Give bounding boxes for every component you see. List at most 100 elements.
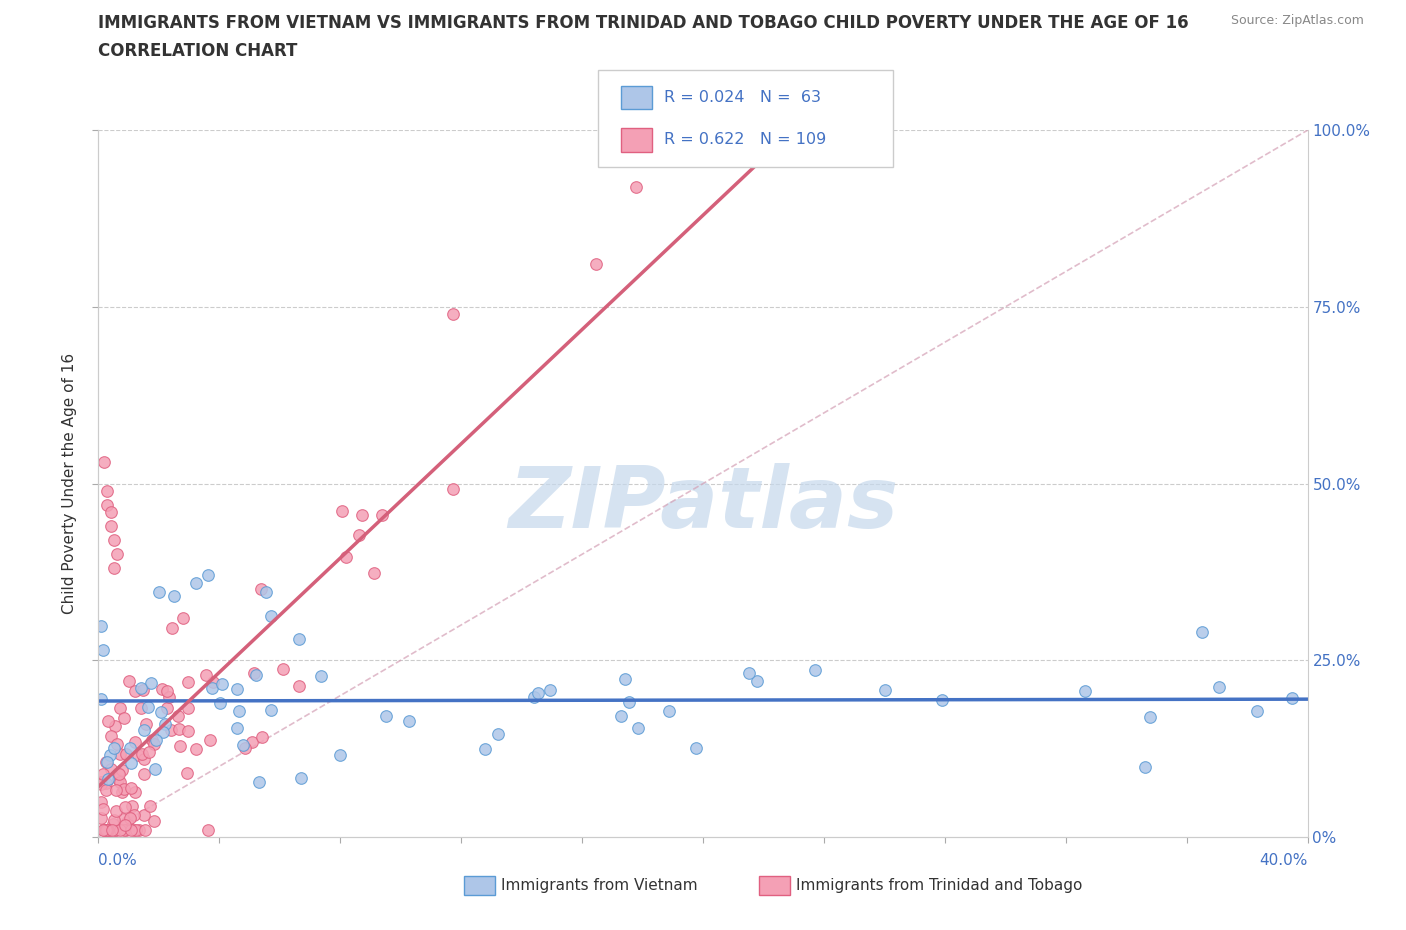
Point bbox=[122, 808, 145, 823]
Point bbox=[617, 695, 640, 710]
Point bbox=[94, 822, 117, 837]
Point bbox=[104, 782, 127, 797]
Point bbox=[100, 519, 122, 534]
Point bbox=[124, 784, 146, 799]
Point bbox=[250, 581, 273, 596]
Point bbox=[139, 799, 162, 814]
Point bbox=[108, 822, 131, 837]
Point bbox=[115, 747, 138, 762]
Point bbox=[94, 776, 117, 790]
Point bbox=[163, 589, 186, 604]
Point bbox=[201, 681, 224, 696]
Point bbox=[177, 724, 200, 738]
Point bbox=[134, 822, 156, 837]
Point bbox=[1074, 684, 1097, 698]
Point bbox=[91, 802, 114, 817]
Point bbox=[142, 737, 165, 751]
Point bbox=[931, 693, 953, 708]
Point bbox=[226, 682, 249, 697]
Point bbox=[91, 766, 114, 781]
Point bbox=[803, 663, 825, 678]
Text: 40.0%: 40.0% bbox=[1260, 853, 1308, 868]
Point bbox=[166, 709, 188, 724]
Point bbox=[96, 498, 118, 512]
Point bbox=[538, 683, 561, 698]
Point bbox=[107, 766, 129, 781]
Point bbox=[260, 608, 283, 623]
Point bbox=[131, 747, 153, 762]
Text: Source: ZipAtlas.com: Source: ZipAtlas.com bbox=[1230, 14, 1364, 27]
Point bbox=[103, 561, 125, 576]
Point bbox=[157, 690, 180, 705]
Point bbox=[200, 733, 222, 748]
Point bbox=[139, 675, 162, 690]
Point bbox=[115, 822, 138, 837]
Point bbox=[94, 755, 117, 770]
Point bbox=[94, 822, 117, 837]
Point bbox=[90, 777, 112, 791]
Point bbox=[114, 800, 136, 815]
Point bbox=[177, 700, 200, 715]
Point bbox=[177, 674, 200, 689]
Point bbox=[273, 661, 295, 676]
Point bbox=[614, 671, 637, 686]
Point bbox=[155, 716, 177, 731]
Point bbox=[347, 527, 370, 542]
Point bbox=[228, 703, 250, 718]
Point bbox=[104, 804, 127, 818]
Point bbox=[145, 733, 167, 748]
Point bbox=[107, 765, 129, 780]
Point bbox=[103, 740, 125, 755]
Point bbox=[93, 455, 115, 470]
Point bbox=[172, 610, 194, 625]
Point bbox=[186, 575, 208, 590]
Text: R = 0.024   N =  63: R = 0.024 N = 63 bbox=[664, 89, 821, 105]
Point bbox=[169, 738, 191, 753]
Point bbox=[398, 714, 420, 729]
Point bbox=[125, 822, 148, 837]
Point bbox=[90, 618, 112, 633]
Point bbox=[128, 822, 150, 837]
Point bbox=[120, 822, 142, 837]
Point bbox=[132, 766, 155, 781]
Point bbox=[134, 807, 156, 822]
Point bbox=[167, 721, 190, 736]
Point bbox=[91, 642, 114, 657]
Point bbox=[90, 775, 112, 790]
Point bbox=[104, 822, 127, 837]
Point bbox=[288, 632, 311, 647]
Point bbox=[252, 730, 274, 745]
Point bbox=[124, 684, 146, 698]
Point bbox=[202, 675, 225, 690]
Point bbox=[91, 822, 114, 837]
Text: R = 0.622   N = 109: R = 0.622 N = 109 bbox=[664, 132, 825, 148]
Point bbox=[260, 702, 283, 717]
Point bbox=[97, 713, 120, 728]
Point bbox=[142, 813, 165, 828]
Point bbox=[441, 482, 464, 497]
Point bbox=[104, 719, 127, 734]
Point bbox=[1135, 760, 1157, 775]
Point bbox=[120, 755, 142, 770]
Point bbox=[195, 668, 218, 683]
Point bbox=[105, 547, 128, 562]
Point bbox=[197, 568, 219, 583]
Point bbox=[626, 179, 648, 194]
Point bbox=[658, 704, 681, 719]
Point bbox=[162, 620, 184, 635]
Point bbox=[135, 717, 157, 732]
Point bbox=[108, 700, 131, 715]
Text: ZIPatlas: ZIPatlas bbox=[508, 463, 898, 546]
Point bbox=[1281, 690, 1303, 705]
Point bbox=[121, 799, 143, 814]
Text: IMMIGRANTS FROM VIETNAM VS IMMIGRANTS FROM TRINIDAD AND TOBAGO CHILD POVERTY UND: IMMIGRANTS FROM VIETNAM VS IMMIGRANTS FR… bbox=[98, 14, 1189, 32]
Point bbox=[132, 723, 155, 737]
Point bbox=[152, 724, 174, 739]
Point bbox=[96, 822, 118, 837]
Point bbox=[101, 822, 124, 837]
Point bbox=[96, 484, 118, 498]
Point bbox=[93, 822, 115, 837]
Point bbox=[156, 684, 179, 698]
Point bbox=[150, 705, 173, 720]
Text: CORRELATION CHART: CORRELATION CHART bbox=[98, 42, 298, 60]
